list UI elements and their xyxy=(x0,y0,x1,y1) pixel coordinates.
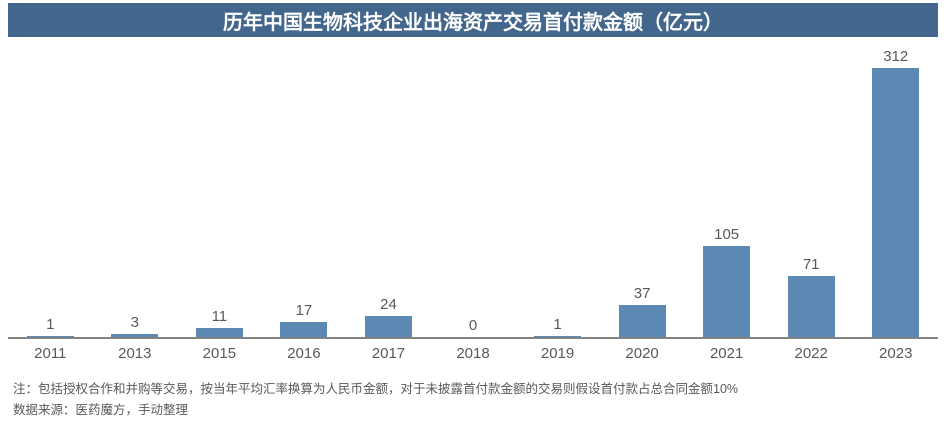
bar-column-2021: 105 xyxy=(684,227,769,337)
bar-2011 xyxy=(26,336,74,337)
x-tick-2023: 2023 xyxy=(879,345,913,362)
bar-value-label: 3 xyxy=(130,314,139,332)
bar-2023 xyxy=(872,68,920,337)
x-tick-2011: 2011 xyxy=(34,345,67,362)
bar-value-label: 312 xyxy=(883,48,909,65)
bar-2020 xyxy=(618,305,666,337)
bar-column-2019: 1 xyxy=(515,317,600,337)
x-axis-labels: 2011 2013 2015 2016 2017 2018 2019 2020 2021 2022… xyxy=(8,339,938,362)
bar-2015 xyxy=(195,327,243,337)
bar-column-2023: 312 xyxy=(853,49,938,337)
x-tick-2018: 2018 xyxy=(456,345,490,362)
bar-chart: 1 3 11 17 24 0 1 37 105 71 312 2011 2013 2015 2016 201… xyxy=(8,45,938,362)
bar-value-label: 71 xyxy=(802,255,820,273)
source-line: 数据来源：医药魔方，手动整理 xyxy=(13,403,189,417)
bar-value-label: 1 xyxy=(553,316,562,334)
x-tick-2015: 2015 xyxy=(202,345,237,362)
x-tick-2013: 2013 xyxy=(118,345,152,362)
bar-column-2018: 0 xyxy=(431,318,516,337)
bar-2017 xyxy=(364,316,412,337)
chart-title-banner: 历年中国生物科技企业出海资产交易首付款金额（亿元） xyxy=(8,3,938,37)
bar-column-2020: 37 xyxy=(600,286,685,337)
plot-area: 1 3 11 17 24 0 1 37 105 71 312 xyxy=(8,45,938,339)
bar-2013 xyxy=(111,334,159,337)
bar-column-2011: 1 xyxy=(8,317,93,337)
x-tick-2021: 2021 xyxy=(709,345,744,362)
x-tick-2020: 2020 xyxy=(625,345,659,362)
bar-value-label: 1 xyxy=(46,316,55,334)
bar-value-label: 17 xyxy=(295,302,313,320)
bar-value-label: 105 xyxy=(714,226,740,244)
x-tick-2022: 2022 xyxy=(794,345,828,362)
bar-column-2013: 3 xyxy=(93,315,178,337)
bar-value-label: 0 xyxy=(468,317,478,334)
bar-2016 xyxy=(280,322,328,337)
bar-column-2017: 24 xyxy=(346,297,431,337)
bar-column-2022: 71 xyxy=(769,255,854,337)
bar-column-2015: 11 xyxy=(177,307,262,337)
bar-value-label: 24 xyxy=(380,296,397,314)
x-tick-2016: 2016 xyxy=(287,345,321,362)
bar-value-label: 11 xyxy=(211,307,228,325)
bar-value-label: 37 xyxy=(633,285,651,303)
chart-title: 历年中国生物科技企业出海资产交易首付款金额（亿元） xyxy=(223,11,723,34)
bar-column-2016: 17 xyxy=(262,303,347,337)
bar-2019 xyxy=(534,336,582,337)
x-tick-2019: 2019 xyxy=(540,345,575,362)
bar-2022 xyxy=(787,275,835,337)
note-line: 注：包括授权合作和并购等交易，按当年平均汇率换算为人民币金额，对于未披露首付款金… xyxy=(13,382,739,396)
bar-2021 xyxy=(703,246,751,337)
footnotes: 注：包括授权合作和并购等交易，按当年平均汇率换算为人民币金额，对于未披露首付款金… xyxy=(13,379,938,421)
x-tick-2017: 2017 xyxy=(371,345,406,362)
